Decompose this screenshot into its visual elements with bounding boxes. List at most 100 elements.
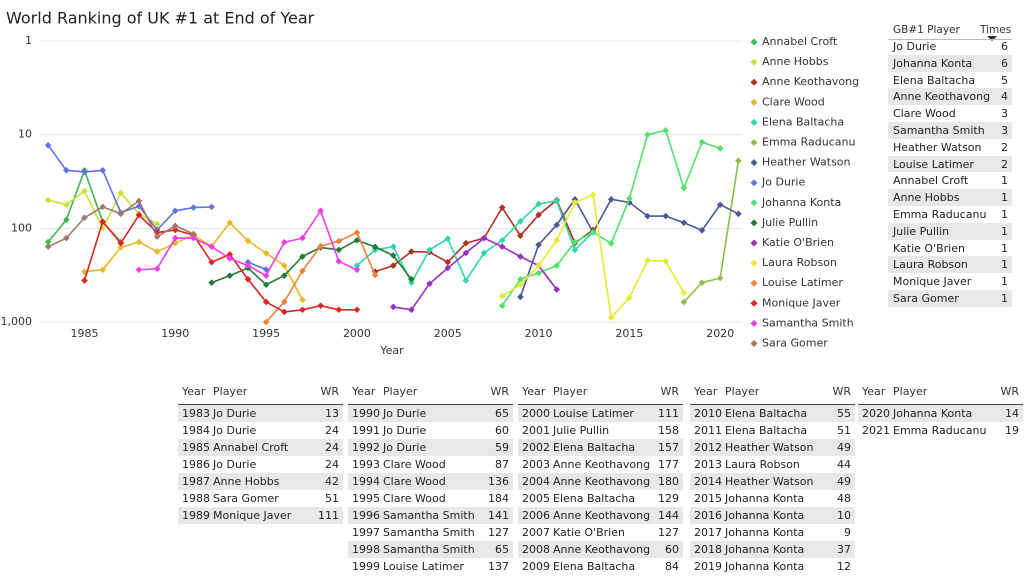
player-cell: Elena Baltacha — [725, 424, 808, 437]
x-tick-label: 2010 — [525, 327, 553, 340]
point — [408, 279, 415, 286]
rank-cell: 24 — [325, 441, 339, 454]
legend-marker — [750, 58, 758, 66]
x-tick-label: 2005 — [434, 327, 462, 340]
column-header: Year — [182, 385, 206, 398]
point — [190, 204, 197, 211]
player-cell: Emma Raducanu — [893, 208, 987, 221]
point — [81, 277, 88, 284]
legend-label: Johanna Konta — [761, 196, 841, 209]
sort-arrow[interactable] — [985, 35, 999, 43]
player-cell: Johanna Konta — [725, 526, 805, 539]
legend-marker — [750, 340, 758, 347]
point — [444, 264, 452, 272]
legend-marker — [750, 159, 758, 167]
point — [480, 234, 488, 242]
legend-marker — [750, 199, 758, 207]
point — [680, 184, 688, 192]
point — [462, 249, 470, 257]
point — [317, 242, 324, 250]
point — [262, 281, 270, 289]
row-shade — [518, 439, 683, 456]
player-cell: Jo Durie — [213, 424, 257, 437]
rank-cell: 59 — [495, 441, 509, 454]
row-shade — [690, 405, 855, 422]
row-shade — [348, 405, 513, 422]
point — [662, 212, 670, 220]
point — [63, 234, 70, 242]
row-shade — [888, 222, 1012, 240]
year-cell: 1994 — [352, 475, 380, 488]
point — [607, 314, 615, 322]
year-cell: 1984 — [182, 424, 210, 437]
row-shade — [888, 54, 1012, 72]
player-cell: Anne Keothavong — [893, 90, 991, 104]
rank-cell: 180 — [658, 475, 679, 488]
point — [262, 298, 270, 306]
player-cell: Laura Robson — [893, 258, 968, 272]
point — [135, 266, 143, 274]
rank-cell: 129 — [658, 492, 679, 505]
point — [353, 236, 361, 244]
player-cell: Johanna Konta — [725, 543, 805, 556]
year-cell: 2015 — [694, 492, 722, 505]
y-tick-label: 1,000 — [1, 315, 33, 328]
header-rule — [690, 404, 855, 405]
player-cell: Monique Javer — [213, 509, 292, 522]
point — [480, 249, 488, 257]
player-cell: Monique Javer — [893, 275, 972, 289]
point — [535, 262, 542, 269]
legend-label: Louise Latimer — [762, 276, 843, 289]
player-cell: Anne Hobbs — [213, 475, 280, 488]
player-cell: Elena Baltacha — [893, 73, 976, 87]
point — [444, 235, 452, 242]
year-cell: 1987 — [182, 475, 210, 488]
point — [190, 230, 197, 238]
point — [226, 219, 234, 226]
legend-label: Anne Hobbs — [762, 55, 829, 68]
point — [607, 196, 615, 203]
player-cell: Laura Robson — [725, 458, 800, 471]
point — [426, 280, 433, 287]
row-shade — [348, 507, 513, 524]
player-cell: Johanna Konta — [893, 407, 973, 420]
point — [317, 302, 324, 310]
point — [335, 237, 343, 245]
year-cell: 2004 — [522, 475, 550, 488]
year-cell: 1985 — [182, 441, 210, 454]
year-cell: 2009 — [522, 560, 550, 573]
point — [498, 292, 506, 300]
point — [498, 236, 506, 244]
row-shade — [178, 473, 343, 490]
point — [353, 229, 361, 236]
player-cell: Samantha Smith — [383, 526, 475, 539]
series-line — [356, 199, 594, 285]
point — [662, 258, 670, 265]
point — [680, 219, 688, 226]
point — [81, 214, 88, 222]
point — [226, 251, 234, 258]
year-cell: 1983 — [182, 407, 210, 420]
point — [117, 239, 125, 247]
rank-cell: 24 — [325, 424, 339, 437]
point — [735, 157, 742, 165]
point — [226, 272, 234, 279]
year-cell: 1995 — [352, 492, 380, 505]
header-rule — [888, 39, 1012, 40]
year-cell: 2016 — [694, 509, 722, 522]
times-cell: 4 — [1001, 90, 1008, 104]
row-shade — [888, 88, 1012, 106]
player-cell: Samantha Smith — [383, 543, 475, 556]
row-shade — [858, 405, 1023, 422]
player-cell: Jo Durie — [213, 458, 257, 471]
point — [172, 234, 179, 242]
x-axis-title: Year — [379, 344, 404, 357]
rank-cell: 177 — [658, 458, 679, 471]
legend-label: Samantha Smith — [762, 316, 854, 329]
rank-cell: 9 — [844, 526, 851, 539]
point — [81, 168, 88, 176]
player-cell: Louise Latimer — [383, 560, 464, 573]
point — [517, 293, 524, 301]
column-header: Player — [725, 385, 760, 398]
legend-label: Elena Baltacha — [762, 115, 844, 128]
